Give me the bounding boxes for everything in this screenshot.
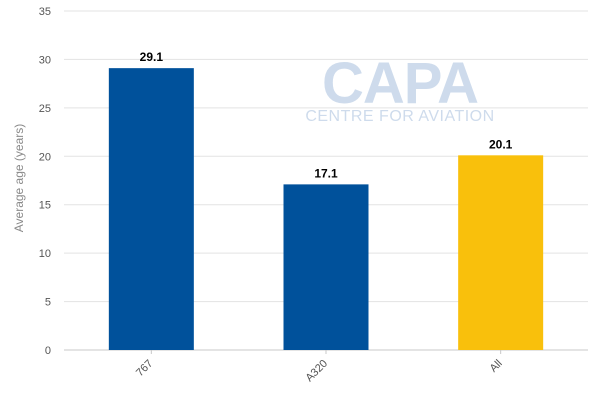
y-tick-label: 20 bbox=[39, 151, 51, 163]
y-tick-label: 10 bbox=[39, 248, 51, 260]
data-labels: 29.1 17.1 20.1 bbox=[140, 50, 513, 180]
watermark-brand: CAPA bbox=[322, 51, 478, 116]
bars bbox=[108, 68, 544, 350]
y-axis-title: Average age (years) bbox=[12, 124, 26, 233]
bar-767 bbox=[108, 68, 194, 350]
data-label: 20.1 bbox=[489, 137, 513, 151]
y-tick-label: 35 bbox=[39, 6, 51, 18]
y-tick-label: 25 bbox=[39, 103, 51, 115]
y-tick-label: 30 bbox=[39, 54, 51, 66]
bar-a320 bbox=[283, 184, 369, 350]
capa-watermark: CAPA CENTRE FOR AVIATION bbox=[305, 51, 494, 125]
y-axis-ticks: 0 5 10 15 20 25 30 35 bbox=[39, 6, 51, 357]
y-tick-label: 0 bbox=[45, 345, 51, 357]
data-label: 29.1 bbox=[140, 50, 164, 64]
data-label: 17.1 bbox=[314, 166, 338, 180]
x-axis-ticks: 767 A320 All bbox=[134, 350, 505, 384]
bar-all bbox=[458, 155, 544, 350]
y-tick-label: 15 bbox=[39, 200, 51, 212]
x-tick-label: 767 bbox=[134, 358, 155, 379]
x-tick-label: A320 bbox=[303, 358, 330, 385]
y-tick-label: 5 bbox=[45, 297, 51, 309]
x-tick-label: All bbox=[488, 358, 505, 375]
watermark-tagline: CENTRE FOR AVIATION bbox=[305, 108, 494, 125]
